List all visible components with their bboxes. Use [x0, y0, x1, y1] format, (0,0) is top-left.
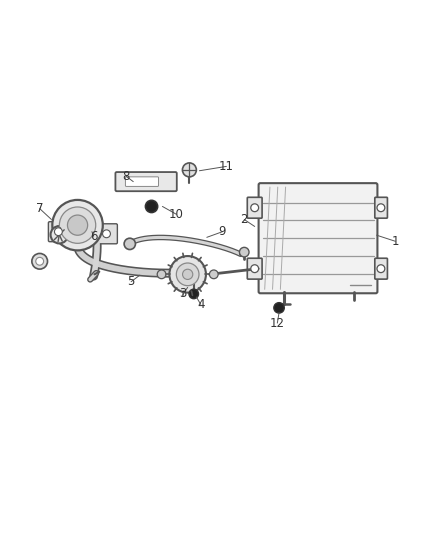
FancyBboxPatch shape: [48, 222, 69, 241]
Circle shape: [52, 200, 103, 251]
Text: 5: 5: [127, 275, 135, 288]
Circle shape: [189, 289, 198, 298]
Text: 8: 8: [123, 170, 130, 183]
Text: 3: 3: [180, 287, 187, 300]
FancyBboxPatch shape: [125, 177, 159, 187]
Text: 1: 1: [392, 235, 399, 248]
Text: 11: 11: [219, 160, 234, 173]
Text: 2: 2: [240, 213, 248, 226]
Circle shape: [145, 200, 158, 213]
Circle shape: [251, 265, 258, 272]
Circle shape: [183, 163, 196, 177]
Text: 10: 10: [169, 208, 184, 221]
Circle shape: [183, 269, 193, 279]
FancyBboxPatch shape: [247, 197, 262, 218]
FancyBboxPatch shape: [375, 197, 388, 218]
FancyBboxPatch shape: [96, 224, 117, 244]
Circle shape: [177, 263, 199, 286]
Text: 12: 12: [270, 317, 285, 329]
Text: 6: 6: [90, 230, 97, 243]
Circle shape: [377, 204, 385, 212]
FancyBboxPatch shape: [375, 258, 388, 279]
Circle shape: [377, 265, 385, 272]
Circle shape: [67, 215, 88, 235]
Circle shape: [274, 303, 284, 313]
Circle shape: [157, 270, 166, 279]
Circle shape: [170, 256, 206, 293]
Circle shape: [32, 254, 47, 269]
Circle shape: [251, 204, 258, 212]
Circle shape: [209, 270, 218, 279]
FancyBboxPatch shape: [258, 183, 378, 293]
Circle shape: [124, 238, 135, 249]
Text: 7: 7: [36, 202, 43, 215]
Circle shape: [36, 257, 44, 265]
Circle shape: [54, 228, 62, 236]
Circle shape: [240, 247, 249, 257]
Circle shape: [60, 207, 96, 244]
Circle shape: [102, 230, 110, 238]
Circle shape: [50, 226, 68, 244]
FancyBboxPatch shape: [116, 172, 177, 191]
Text: 9: 9: [219, 225, 226, 238]
FancyBboxPatch shape: [247, 258, 262, 279]
Text: 4: 4: [197, 298, 205, 311]
